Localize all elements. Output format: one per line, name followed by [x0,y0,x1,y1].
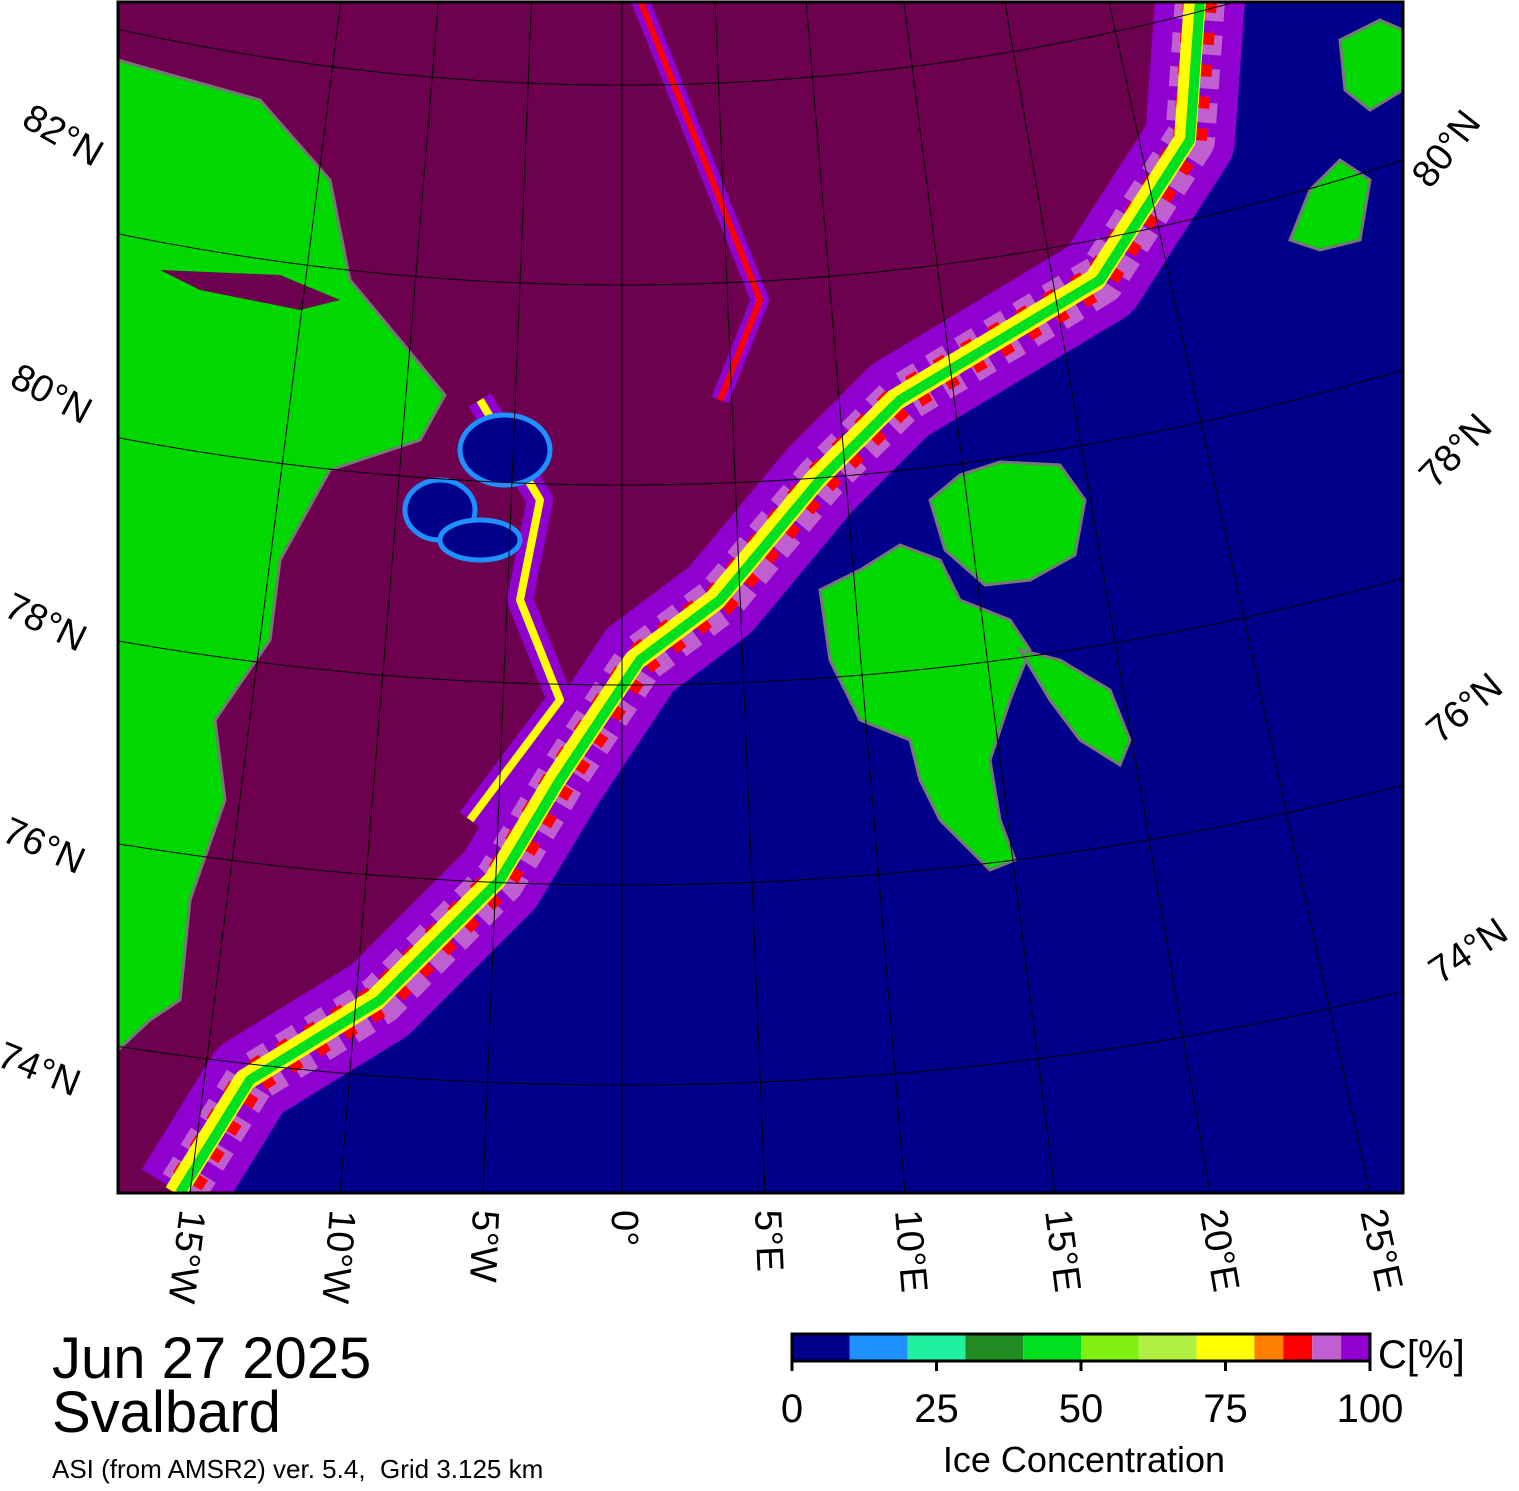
colorbar-segment [1341,1334,1370,1361]
colorbar-segment [907,1334,966,1361]
lon-label: 5°E [746,1209,791,1272]
greenland-fjord [160,270,340,310]
lat-label: 74°N [0,1034,86,1105]
spitsbergen [818,543,1032,872]
lon-label: 10°W [313,1208,363,1305]
colorbar: 0 25 50 75 100 [781,1332,1404,1431]
colorbar-segment [965,1334,1024,1361]
colorbar-title: Ice Concentration [943,1439,1225,1480]
marginal-ice-zone [141,2,1245,1193]
lon-label: 15°W [159,1208,212,1306]
colorbar-tick-label: 100 [1337,1387,1404,1431]
lat-label: 76°N [1419,665,1511,752]
lat-label: 78°N [0,585,93,660]
colorbar-tick-label: 0 [781,1387,803,1431]
lon-label: 0° [603,1210,645,1246]
region: Svalbard [52,1380,281,1445]
lat-label: 78°N [1411,406,1500,496]
greenland [118,58,447,1053]
graticule [118,2,1403,1193]
colorbar-segment [1254,1334,1284,1361]
map [118,2,1403,1193]
colorbar-segment [1283,1334,1313,1361]
water-leads [402,412,553,563]
colorbar-segment [1312,1334,1342,1361]
colorbar-tick-label: 75 [1203,1387,1248,1431]
colorbar-segment [849,1334,908,1361]
colorbar-segment [1138,1334,1197,1361]
lat-label: 76°N [0,810,91,883]
lon-label: 5°W [461,1209,506,1283]
lon-label: 25°E [1351,1205,1410,1295]
franz-josef-land [1288,158,1372,252]
date: Jun 27 2025 [52,1326,371,1391]
lon-label: 15°E [1036,1207,1088,1294]
franz-josef-land [1338,18,1403,112]
lon-label: 10°E [886,1208,935,1294]
lat-label: 82°N [16,96,111,175]
lat-label: 74°N [1422,910,1516,992]
colorbar-segment [792,1334,850,1361]
colorbar-segment [1023,1334,1081,1361]
colorbar-tick-label: 50 [1059,1387,1104,1431]
nordaustlandet [928,460,1087,587]
lat-label: 80°N [4,356,99,433]
colorbar-segment [1081,1334,1139,1361]
colorbar-unit: C[%] [1378,1333,1465,1377]
colorbar-segment [1196,1334,1255,1361]
lat-label: 80°N [1404,103,1489,196]
lon-label: 20°E [1191,1206,1246,1295]
map-frame [116,0,1405,1195]
source: ASI (from AMSR2) ver. 5.4, Grid 3.125 km [52,1454,543,1484]
barentsoya [1016,647,1132,768]
colorbar-tick-label: 25 [914,1387,959,1431]
